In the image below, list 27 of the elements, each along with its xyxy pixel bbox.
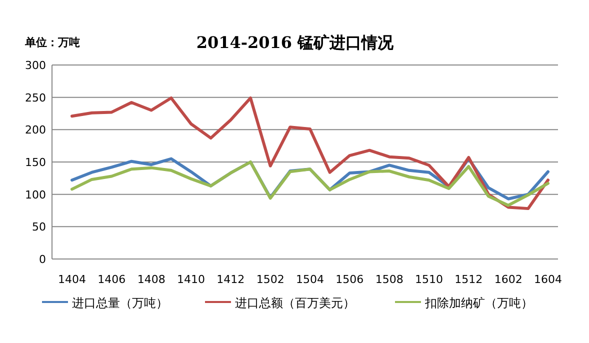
y-axis-title: 单位：万吨	[24, 36, 80, 49]
chart-title: 2014-2016 锰矿进口情况	[196, 33, 395, 52]
x-tick-label: 1412	[216, 273, 245, 286]
y-tick-label: 250	[25, 91, 46, 104]
x-tick-label: 1504	[296, 273, 324, 286]
line-series	[70, 160, 550, 207]
x-tick-label: 1510	[415, 273, 443, 286]
x-tick-label: 1604	[534, 273, 562, 286]
y-tick-label: 50	[32, 220, 46, 234]
x-tick-label: 1512	[454, 273, 483, 286]
x-tick-label: 1410	[177, 273, 205, 286]
legend-label: 进口总额（百万美元）	[235, 296, 355, 310]
y-tick-label: 300	[25, 59, 46, 72]
legend-label: 进口总量（万吨）	[72, 296, 168, 310]
y-tick-label: 200	[25, 124, 46, 137]
x-tick-label: 1502	[256, 273, 284, 286]
x-tick-label: 1506	[336, 273, 364, 286]
x-tick-label: 1602	[494, 273, 522, 286]
y-tick-label: 0	[39, 253, 46, 266]
x-tick-label: 1408	[137, 273, 166, 286]
line-series	[70, 96, 550, 210]
y-tick-label: 150	[25, 156, 46, 169]
x-tick-label: 1508	[375, 273, 404, 286]
legend-label: 扣除加纳矿（万吨）	[424, 296, 533, 310]
x-tick-label: 1404	[58, 273, 86, 286]
y-tick-label: 100	[25, 188, 46, 202]
x-tick-label: 1406	[98, 273, 126, 286]
